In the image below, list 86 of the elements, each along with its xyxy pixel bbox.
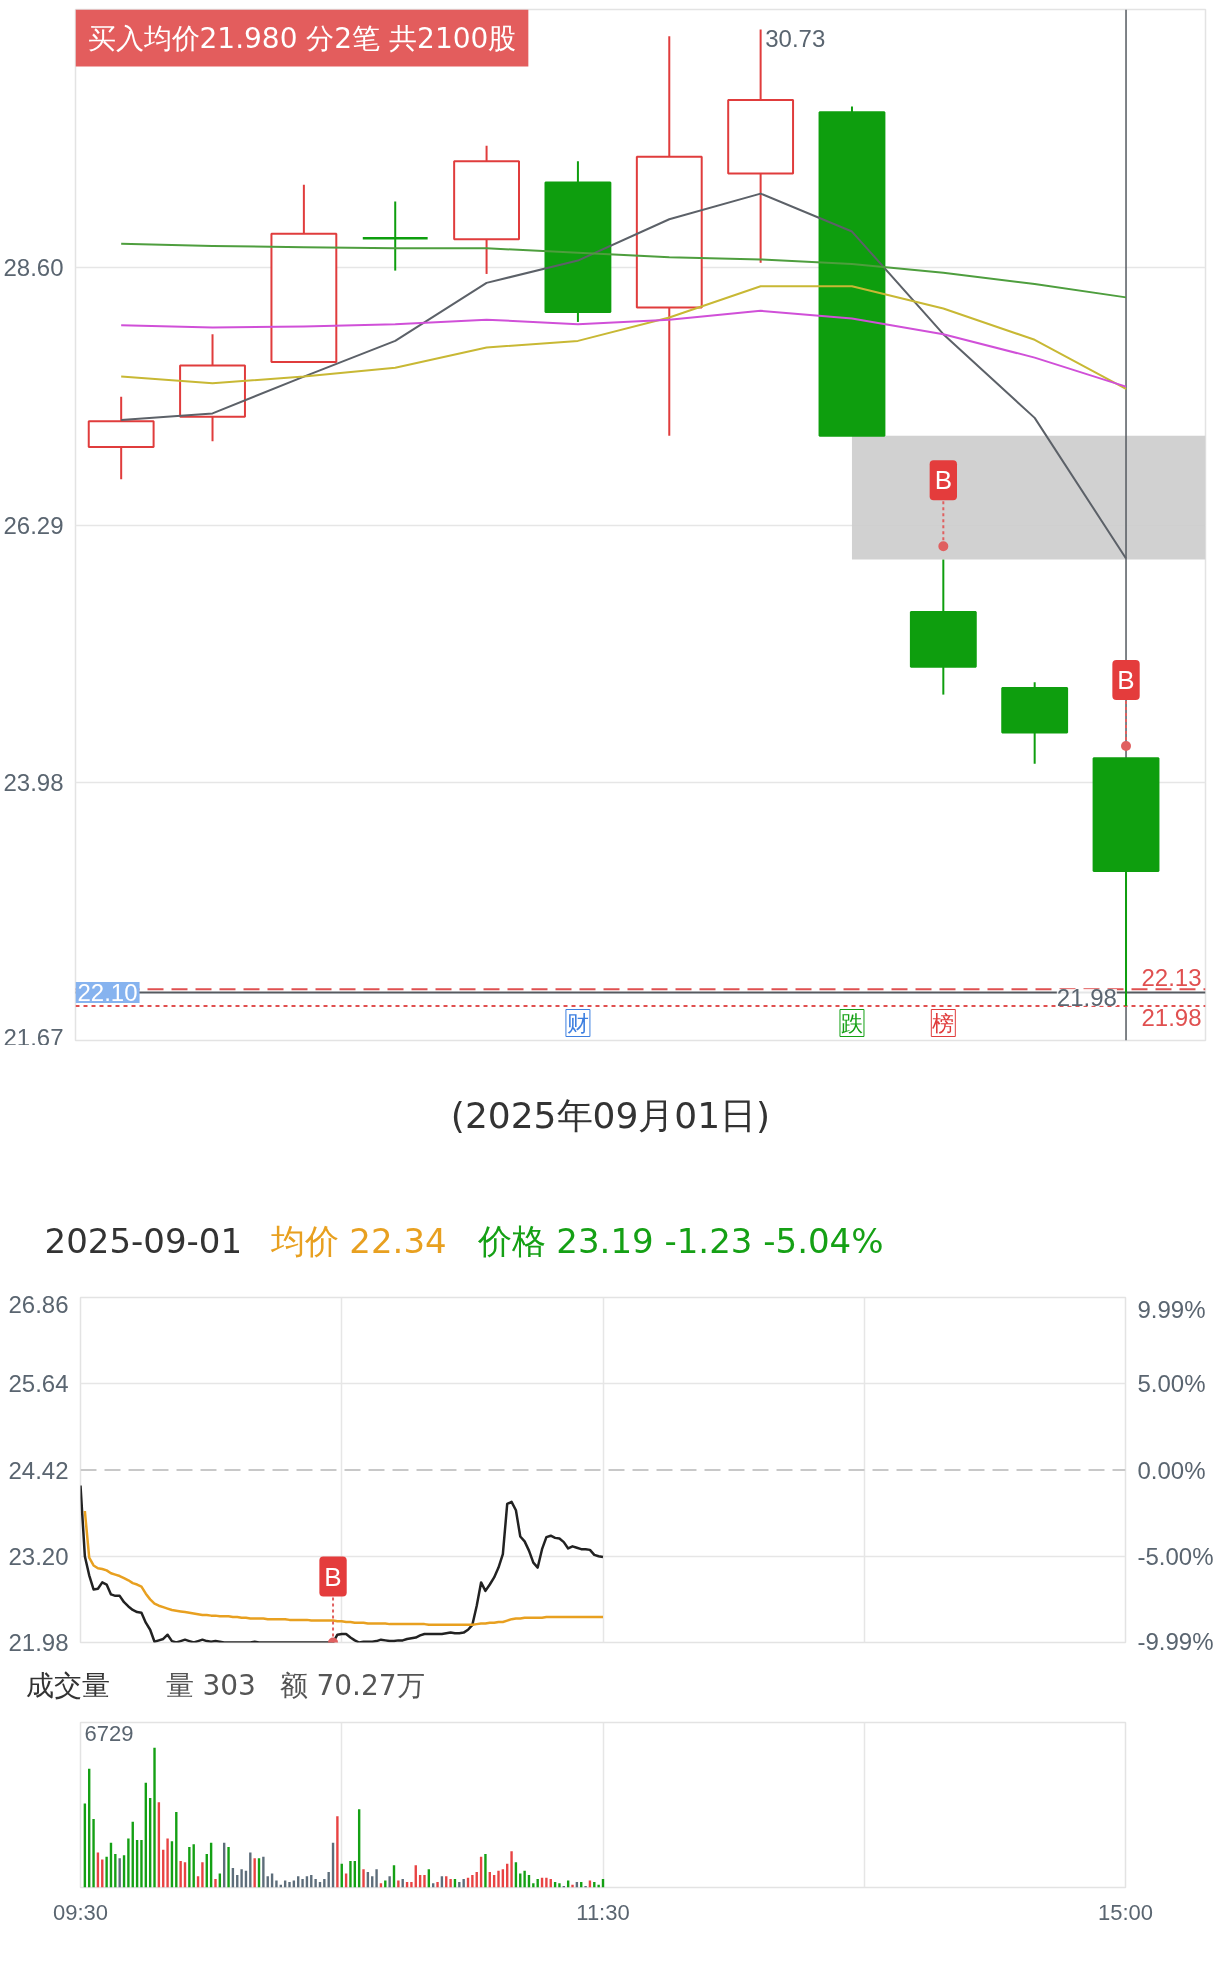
bar <box>227 1846 230 1888</box>
y-tick-label: 24.42 <box>8 1456 69 1484</box>
annotation: 21.98 <box>1056 983 1117 1011</box>
y2-tick-label: -5.00% <box>1137 1542 1214 1570</box>
text: 均价 22.34 <box>269 1220 447 1261</box>
candlestick <box>361 200 429 272</box>
ref-line-label: 22.13 <box>1141 964 1202 992</box>
bar <box>249 1852 252 1888</box>
y-tick-label: 23.20 <box>8 1542 69 1570</box>
bar <box>558 1883 561 1888</box>
line-series <box>83 1509 605 1627</box>
bar <box>449 1879 452 1888</box>
bar <box>275 1880 278 1888</box>
bar <box>253 1858 256 1888</box>
bar <box>288 1881 291 1888</box>
annotation: 跌 <box>840 1010 863 1036</box>
bar <box>201 1862 204 1888</box>
bar <box>462 1879 465 1888</box>
ref-line-label: 21.98 <box>1141 1003 1202 1031</box>
y-tick-label: 23.98 <box>3 769 64 797</box>
y2-tick-label: 0.00% <box>1137 1456 1206 1484</box>
text: 6729 <box>84 1720 134 1746</box>
line-series <box>120 242 1128 299</box>
bar <box>314 1879 317 1888</box>
chart-title: 成交量 <box>25 1669 110 1702</box>
y-tick-label: 26.86 <box>8 1290 69 1318</box>
bar <box>510 1851 513 1888</box>
bar <box>127 1838 130 1888</box>
bar <box>166 1838 169 1888</box>
x-tick-label: 09:30 <box>52 1899 109 1925</box>
y2-tick-label: 5.00% <box>1137 1370 1206 1398</box>
y-tick-label: 26.29 <box>3 511 64 539</box>
bar <box>375 1869 378 1888</box>
ref-line-label: 22.10 <box>77 979 138 1007</box>
chart-title: (2025年09月01日) <box>450 1095 771 1136</box>
y2-tick-label: 9.99% <box>1137 1295 1206 1323</box>
y-tick-label: 21.98 <box>8 1629 69 1656</box>
annotation: B <box>1117 664 1135 695</box>
line-series <box>120 285 1128 390</box>
annotation: 财 <box>566 1010 589 1036</box>
bar <box>471 1874 474 1888</box>
bar <box>114 1853 117 1888</box>
bar <box>118 1858 121 1888</box>
bar <box>397 1880 400 1888</box>
bar <box>105 1856 108 1888</box>
bar <box>484 1853 487 1888</box>
text: 额 70.27万 <box>279 1669 425 1702</box>
x-tick-label: 15:00 <box>1097 1899 1154 1925</box>
line-series <box>120 309 1128 388</box>
text: 价格 23.19 -1.23 -5.04% <box>476 1220 884 1261</box>
bar <box>436 1881 439 1888</box>
bar <box>423 1874 426 1888</box>
bar <box>523 1870 526 1888</box>
bar <box>532 1883 535 1888</box>
line-series <box>80 1484 605 1643</box>
annotation: 买入均价21.980 分2笔 共2100股 <box>87 21 517 55</box>
bar <box>153 1747 156 1888</box>
annotation: 30.73 <box>765 24 826 52</box>
bar <box>458 1881 461 1888</box>
text: 2025-09-01 <box>44 1221 243 1261</box>
annotation: B <box>324 1561 342 1592</box>
y-tick-label: 25.64 <box>8 1370 69 1398</box>
bar <box>388 1876 391 1888</box>
bar <box>362 1869 365 1888</box>
bar <box>188 1846 191 1888</box>
bar <box>262 1856 265 1888</box>
bar <box>336 1816 339 1888</box>
bar <box>327 1872 330 1888</box>
bar <box>240 1869 243 1888</box>
bar <box>214 1879 217 1888</box>
bar <box>349 1860 352 1888</box>
annotation: 榜 <box>932 1010 955 1036</box>
bar <box>497 1870 500 1888</box>
bar <box>179 1860 182 1888</box>
bar <box>92 1818 95 1888</box>
y-tick-label: 21.67 <box>3 1023 64 1051</box>
text: 量 303 <box>165 1669 256 1702</box>
bar <box>545 1877 548 1888</box>
bar <box>536 1879 539 1888</box>
y2-tick-label: -9.99% <box>1137 1627 1214 1655</box>
bar <box>410 1881 413 1888</box>
bar <box>301 1879 304 1888</box>
bar <box>140 1839 143 1888</box>
x-tick-label: 11:30 <box>576 1899 630 1925</box>
y-tick-label: 28.60 <box>3 253 64 281</box>
annotation: B <box>934 465 952 496</box>
